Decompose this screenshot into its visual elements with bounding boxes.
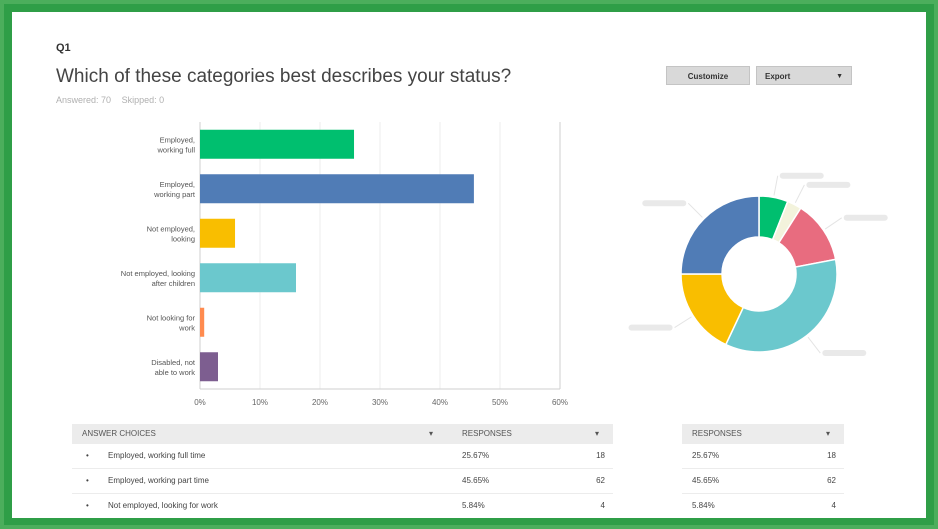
bar[interactable] (200, 129, 355, 159)
blurred-label (779, 172, 824, 179)
x-tick-label: 40% (432, 398, 448, 407)
x-tick-label: 50% (492, 398, 508, 407)
row-count: 62 (827, 476, 836, 485)
category-label: Not looking for work (147, 313, 196, 332)
skipped-count: Skipped: 0 (121, 95, 165, 105)
row-count: 4 (600, 501, 605, 510)
leader-line (807, 336, 821, 354)
bullet: • (86, 501, 89, 510)
x-tick-label: 30% (372, 398, 388, 407)
responses-header[interactable]: RESPONSES (462, 429, 512, 438)
row-percent: 25.67% (692, 451, 720, 460)
responses-table: RESPONSES ▾ 25.67% 18 45.65% 62 5.84% 4 (682, 424, 844, 518)
table-header: RESPONSES ▾ (682, 424, 844, 444)
bar[interactable] (200, 263, 296, 293)
sort-icon[interactable]: ▾ (429, 429, 434, 438)
export-dropdown[interactable]: Export ▼ (756, 66, 852, 85)
row-percent: 5.84% (692, 501, 715, 510)
leader-line (824, 217, 842, 230)
response-stats: Answered: 70 Skipped: 0 (56, 95, 172, 105)
blurred-label (822, 350, 867, 357)
row-count: 18 (596, 451, 605, 460)
blurred-label (628, 324, 673, 331)
screenshot-frame: Q1 Which of these categories best descri… (4, 4, 934, 525)
row-label: Employed, working part time (108, 476, 209, 485)
row-count: 4 (831, 501, 836, 510)
donut-slice[interactable] (724, 258, 838, 353)
table-header: ANSWER CHOICES ▾ RESPONSES ▾ (72, 424, 613, 444)
bar[interactable] (200, 174, 474, 204)
leader-line (674, 316, 692, 329)
answered-count: Answered: 70 (56, 95, 112, 105)
bar[interactable] (200, 218, 236, 248)
row-percent: 25.67% (462, 451, 490, 460)
blurred-label (843, 214, 888, 221)
bullet: • (86, 476, 89, 485)
category-label: Employed, working full (156, 135, 195, 154)
row-count: 18 (827, 451, 836, 460)
x-tick-label: 60% (552, 398, 568, 407)
row-count: 62 (596, 476, 605, 485)
table-row: • Not employed, looking for work 5.84% 4 (72, 494, 613, 518)
x-tick-label: 10% (252, 398, 268, 407)
row-percent: 45.65% (462, 476, 490, 485)
category-label: Not employed, looking after children (121, 269, 195, 288)
bar[interactable] (200, 352, 218, 382)
leader-line (687, 202, 703, 218)
customize-button[interactable]: Customize (666, 66, 750, 85)
category-label: Not employed, looking (147, 224, 195, 243)
x-tick-label: 20% (312, 398, 328, 407)
chevron-down-icon: ▼ (836, 73, 843, 80)
blurred-label (806, 181, 851, 188)
blurred-label (642, 200, 687, 207)
row-label: Not employed, looking for work (108, 501, 218, 510)
bar-chart: 0% 10% 20% 30% 40% 50% 60% Employed, working ful… (121, 122, 568, 407)
sort-icon[interactable]: ▾ (825, 429, 830, 438)
question-panel: Q1 Which of these categories best descri… (12, 12, 926, 518)
answer-choices-header[interactable]: ANSWER CHOICES (82, 429, 156, 438)
answer-table: ANSWER CHOICES ▾ RESPONSES ▾ • Employed,… (72, 424, 613, 518)
table-row: • Employed, working part time 45.65% 62 (72, 469, 613, 494)
table-row: 25.67% 18 (682, 444, 844, 469)
table-row: • Employed, working full time 25.67% 18 (72, 444, 613, 469)
question-number: Q1 (56, 42, 71, 54)
donut-chart (628, 172, 888, 357)
sort-icon[interactable]: ▾ (595, 429, 600, 438)
responses-header[interactable]: RESPONSES (692, 429, 742, 438)
bullet: • (86, 451, 89, 460)
row-percent: 5.84% (462, 501, 485, 510)
row-label: Employed, working full time (108, 451, 206, 460)
leader-line (794, 184, 805, 203)
category-label: Employed, working part (153, 180, 196, 199)
export-label: Export (765, 72, 791, 81)
donut-slice[interactable] (680, 195, 760, 275)
leader-line (773, 175, 779, 196)
bar[interactable] (200, 307, 205, 337)
question-title: Which of these categories best describes… (56, 66, 512, 87)
category-label: Disabled, not able to work (151, 358, 196, 377)
table-row: 45.65% 62 (682, 469, 844, 494)
x-tick-label: 0% (194, 398, 206, 407)
table-row: 5.84% 4 (682, 494, 844, 518)
row-percent: 45.65% (692, 476, 720, 485)
